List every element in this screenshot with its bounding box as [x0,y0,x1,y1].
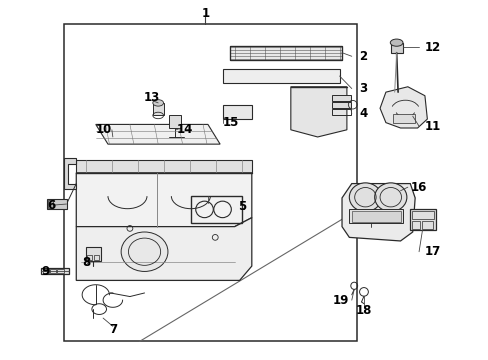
Ellipse shape [389,39,402,46]
Text: 1: 1 [201,7,209,20]
Polygon shape [379,87,427,128]
Text: 10: 10 [96,123,112,136]
Ellipse shape [374,183,406,212]
Text: 14: 14 [176,123,192,136]
Bar [42,269,49,273]
Bar [229,45,341,60]
Bar [331,102,350,108]
Bar [190,196,242,223]
Bar [50,269,56,273]
Text: 8: 8 [81,256,90,269]
Polygon shape [76,218,251,280]
Polygon shape [76,160,251,173]
Polygon shape [290,87,346,137]
Bar [421,221,432,229]
Text: 19: 19 [332,294,348,307]
Polygon shape [229,45,341,60]
Bar [411,221,419,229]
Bar [392,114,414,123]
Bar [351,211,400,222]
Bar [94,255,99,260]
Text: 2: 2 [358,50,366,63]
Bar [64,24,356,341]
Text: 11: 11 [424,120,440,133]
Ellipse shape [121,232,167,271]
Bar [41,268,69,274]
Text: 4: 4 [358,107,366,120]
Text: 7: 7 [108,323,117,336]
Bar [348,209,402,223]
Text: 13: 13 [143,91,160,104]
Bar [222,105,251,119]
Text: 17: 17 [424,245,440,258]
Bar [390,42,402,53]
Bar [47,199,66,210]
Text: 18: 18 [355,305,371,318]
Polygon shape [96,125,220,144]
Text: 15: 15 [222,116,239,129]
Bar [409,210,435,230]
Text: 12: 12 [424,41,440,54]
Bar [87,255,92,260]
Text: 9: 9 [41,265,49,278]
Bar [86,247,101,261]
Ellipse shape [348,183,381,212]
Text: 6: 6 [47,199,55,212]
Polygon shape [222,69,339,83]
Polygon shape [76,173,251,226]
Bar [153,103,163,116]
Bar [168,116,181,128]
Bar [57,269,63,273]
Bar [331,95,350,101]
Text: 16: 16 [409,181,426,194]
Text: 3: 3 [358,82,366,95]
Bar [48,201,53,208]
Polygon shape [64,158,76,189]
Ellipse shape [153,100,163,106]
Polygon shape [341,184,414,241]
Text: 5: 5 [238,201,245,213]
Bar [411,211,433,220]
Bar [331,109,350,116]
